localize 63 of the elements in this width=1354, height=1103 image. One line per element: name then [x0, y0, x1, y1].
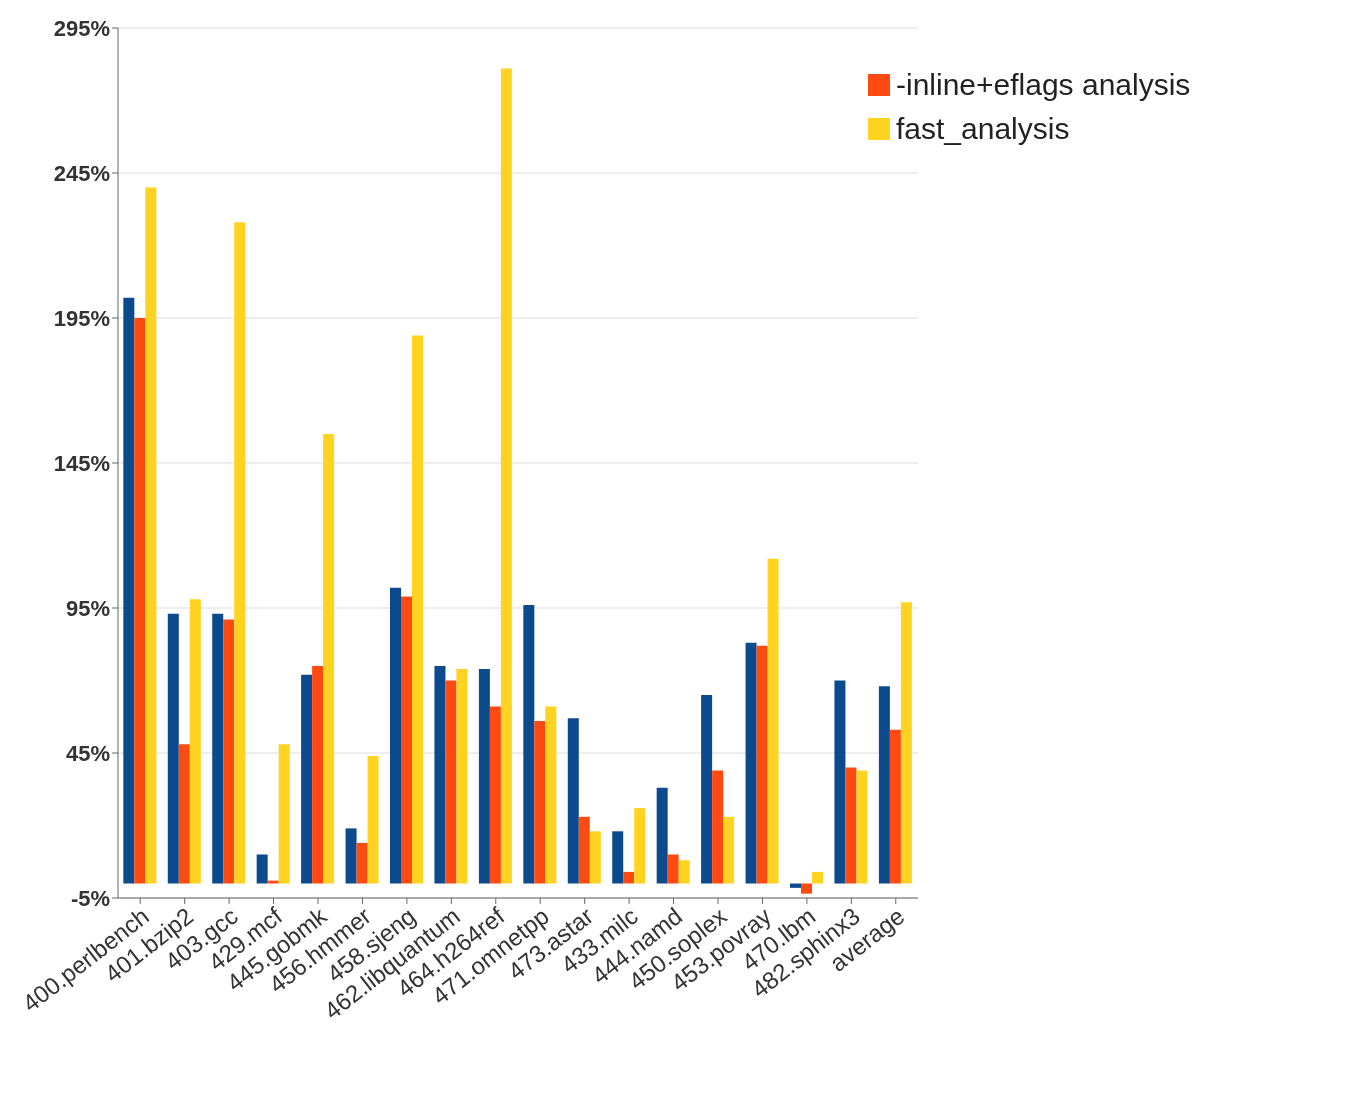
bar	[267, 880, 279, 884]
bar	[634, 808, 646, 884]
bar	[567, 718, 579, 884]
bar	[412, 335, 423, 884]
bar	[834, 680, 846, 884]
bar	[723, 816, 735, 884]
bar	[545, 706, 557, 884]
bar	[612, 831, 624, 884]
y-tick-label: 195%	[53, 305, 110, 331]
bar	[145, 187, 157, 884]
bar	[167, 613, 179, 884]
y-tick-label: -5%	[70, 885, 110, 911]
bar	[900, 602, 912, 884]
bar	[889, 729, 901, 884]
bar	[445, 680, 457, 884]
bar	[534, 721, 546, 884]
bar	[678, 860, 690, 884]
bar	[845, 767, 857, 884]
bar	[623, 871, 635, 884]
bar	[189, 599, 201, 884]
bar	[489, 706, 501, 884]
bar	[478, 668, 490, 884]
bar	[434, 666, 446, 884]
bar	[178, 744, 190, 884]
y-tick-label: 295%	[53, 15, 110, 41]
bar	[790, 883, 801, 888]
bar	[767, 558, 779, 884]
bar	[856, 770, 868, 884]
y-tick-label: 45%	[65, 740, 110, 766]
bar	[367, 755, 379, 884]
bar	[301, 674, 313, 884]
bar	[390, 587, 401, 884]
bar	[812, 871, 823, 884]
bar	[312, 666, 324, 884]
bar	[578, 816, 590, 884]
bar	[223, 619, 235, 884]
y-tick-label: 245%	[53, 160, 110, 186]
bar	[278, 744, 290, 884]
bar	[401, 596, 412, 884]
y-tick-label: 145%	[53, 450, 110, 476]
bar	[234, 222, 246, 884]
bar	[878, 686, 890, 884]
bar	[456, 668, 468, 884]
bar	[256, 854, 268, 884]
bar	[345, 828, 357, 884]
bar	[756, 645, 768, 884]
y-tick-label: 95%	[65, 595, 110, 621]
bar	[123, 297, 135, 884]
bar	[500, 68, 512, 884]
bar	[134, 318, 146, 884]
bar	[212, 613, 224, 884]
bar	[701, 695, 713, 884]
bar	[323, 434, 335, 884]
bar	[356, 842, 368, 884]
legend-label: fast_analysis	[896, 112, 1070, 146]
bar	[667, 854, 679, 884]
bar	[656, 787, 668, 884]
bar	[801, 883, 812, 894]
bar	[589, 831, 601, 884]
bar	[712, 770, 724, 884]
bar	[523, 605, 535, 884]
bar	[745, 642, 757, 884]
legend-label: -inline+eflags analysis	[896, 68, 1191, 102]
